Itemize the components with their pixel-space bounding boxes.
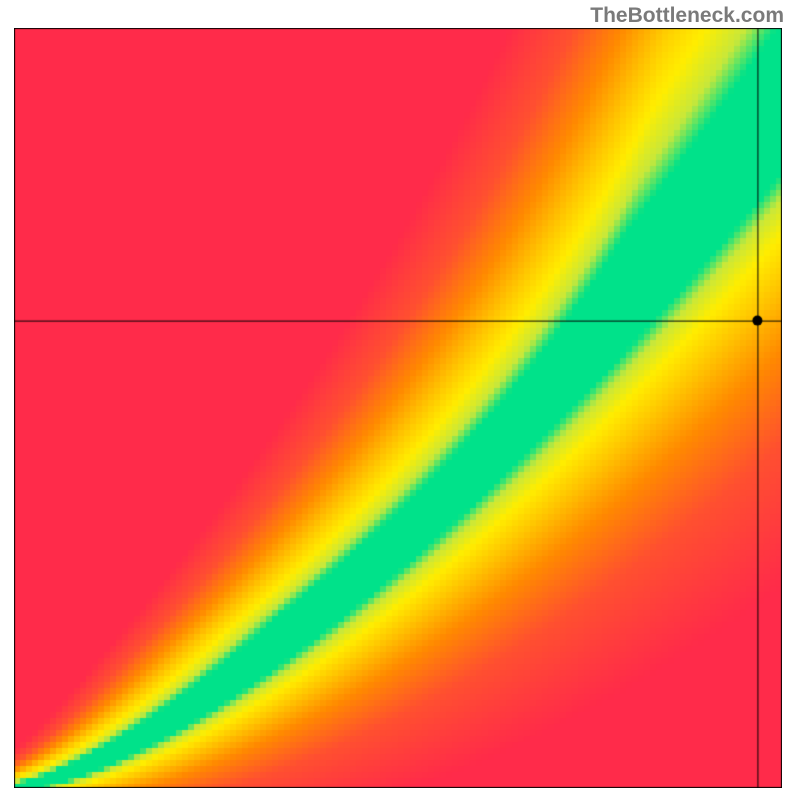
heatmap-canvas (14, 28, 782, 788)
watermark-text: TheBottleneck.com (590, 4, 784, 28)
